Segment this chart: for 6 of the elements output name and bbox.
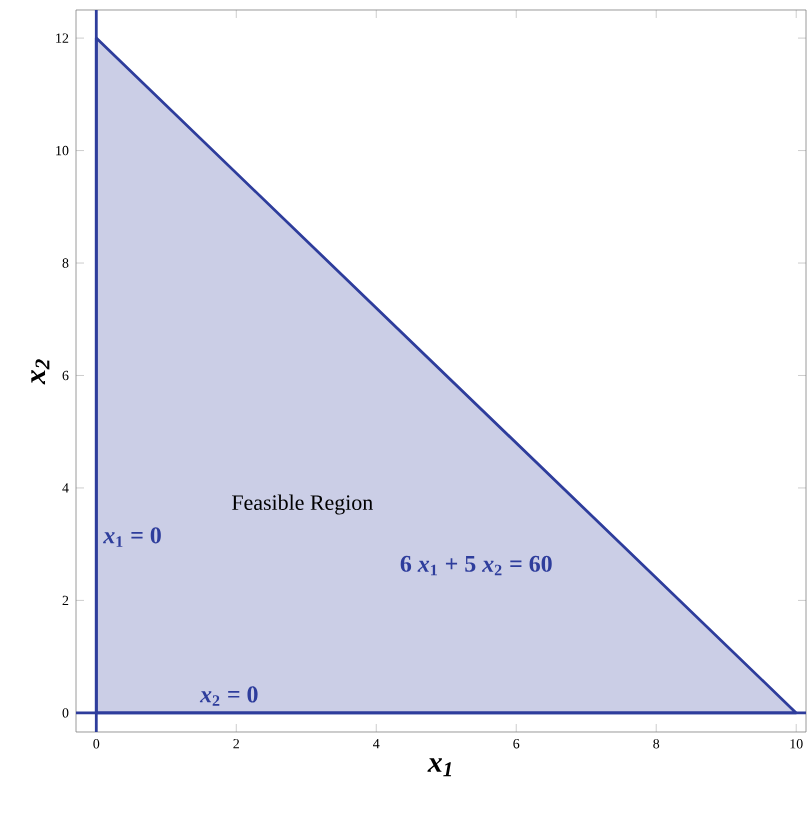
x-axis-title: x$_{1}$ — [427, 758, 452, 777]
annotation: Feasible Region — [232, 494, 373, 515]
ref-line-label: x$_{2}$ = 0 — [199, 686, 258, 706]
ref-line-label: x$_{1}$ = 0 — [103, 527, 161, 547]
series-label: 6 x$_{1}$ + 5 x$_{2}$ = 60 — [400, 555, 552, 576]
y-axis-title: x$_{2}$ — [31, 359, 50, 385]
